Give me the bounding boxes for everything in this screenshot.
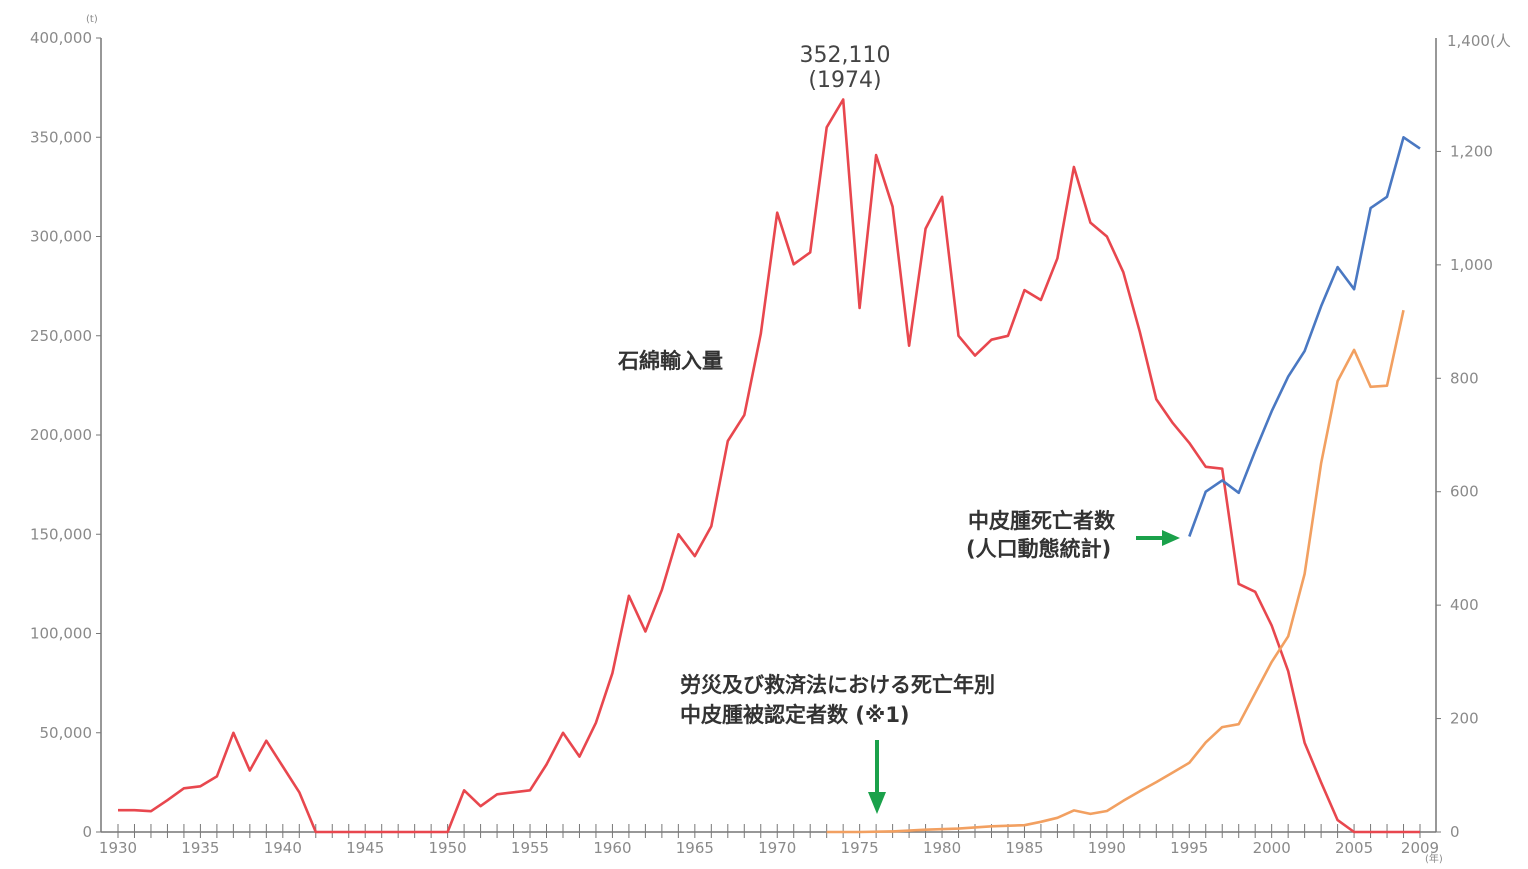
right-tick-label: 400 (1450, 596, 1479, 614)
x-tick-label: 1935 (181, 839, 219, 857)
right-axis-ticks: 0 200 400 600 800 1,000 1,200 (1436, 142, 1493, 841)
certified-arrow (868, 740, 886, 814)
asbestos-import-line (118, 98, 1420, 834)
peak-year-label: (1974) (808, 68, 881, 93)
left-axis-unit: (t) (86, 14, 98, 25)
left-tick-label: 150,000 (30, 525, 92, 543)
x-tick-label: 1985 (1005, 839, 1043, 857)
x-tick-label: 1980 (923, 839, 961, 857)
deaths-series-label-line2: (人口動態統計) (966, 537, 1111, 561)
x-tick-label: 1950 (429, 839, 467, 857)
left-tick-label: 350,000 (30, 128, 92, 146)
x-tick-label: 1990 (1088, 839, 1126, 857)
x-tick-label: 1970 (758, 839, 796, 857)
peak-value-label: 352,110 (800, 43, 891, 68)
right-tick-label: 1,200 (1450, 142, 1493, 160)
x-tick-label: 1995 (1170, 839, 1208, 857)
certified-cases-line (826, 309, 1405, 834)
x-tick-label: 2009 (1401, 839, 1439, 857)
series-layer (118, 98, 1421, 834)
left-tick-label: 50,000 (40, 724, 93, 742)
right-tick-label: 600 (1450, 483, 1479, 501)
left-tick-label: 0 (82, 823, 92, 841)
x-axis-unit: (年) (1425, 852, 1443, 865)
asbestos-series-label: 石綿輸入量 (617, 349, 723, 373)
x-tick-label: 1945 (346, 839, 384, 857)
x-tick-label: 1940 (264, 839, 302, 857)
right-tick-label: 1,000 (1450, 256, 1493, 274)
certified-series-label-line1: 労災及び救済法における死亡年別 (680, 673, 995, 697)
deaths-arrow (1136, 530, 1180, 546)
left-tick-label: 300,000 (30, 228, 92, 246)
x-tick-label: 1975 (841, 839, 879, 857)
right-tick-label: 200 (1450, 710, 1479, 728)
x-tick-label: 1955 (511, 839, 549, 857)
right-axis-top-label: 1,400(人 (1447, 32, 1511, 50)
right-tick-label: 0 (1450, 823, 1460, 841)
left-tick-label: 250,000 (30, 327, 92, 345)
right-tick-label: 800 (1450, 369, 1479, 387)
x-tick-label: 1960 (593, 839, 631, 857)
deaths-series-label-line1: 中皮腫死亡者数 (968, 509, 1116, 533)
left-tick-label: 100,000 (30, 625, 92, 643)
x-tick-label: 1930 (99, 839, 137, 857)
left-axis-ticks: 0 50,000 100,000 150,000 200,000 250,000 300,0… (30, 29, 101, 841)
x-axis-ticks: 1930 1935 1940 1945 1950 1955 1960 1965 1970 1975… (99, 824, 1439, 857)
x-tick-label: 2000 (1253, 839, 1291, 857)
left-tick-label: 400,000 (30, 29, 92, 47)
certified-series-label-line2: 中皮腫被認定者数 (※1) (680, 703, 910, 727)
left-tick-label: 200,000 (30, 426, 92, 444)
x-tick-label: 1965 (676, 839, 714, 857)
mesothelioma-deaths-line (1188, 136, 1421, 537)
x-tick-label: 2005 (1335, 839, 1373, 857)
